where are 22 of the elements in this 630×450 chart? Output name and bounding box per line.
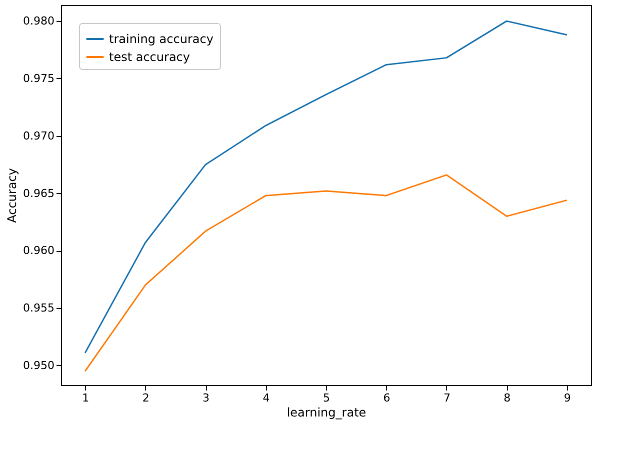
y-tick-label: 0.950 [23,358,54,372]
y-tick-label: 0.975 [23,72,54,85]
x-tick-label: 2 [142,392,150,404]
x-tick-label: 3 [202,392,210,404]
line-series [84,174,568,372]
legend-label: training accuracy [109,32,214,46]
x-tick-label: 9 [564,392,571,404]
legend-label: test accuracy [109,50,190,64]
y-tick-label: 0.960 [23,244,54,258]
x-axis-title: learning_rate [286,406,366,420]
y-axis-title: Accuracy [5,168,20,223]
y-tick-label: 0.955 [23,302,54,315]
y-tick-label: 0.980 [23,14,54,28]
y-tick-label: 0.970 [23,129,54,142]
x-tick-label: 8 [504,392,511,404]
x-tick-label: 4 [262,392,270,404]
y-tick-label: 0.965 [23,186,54,200]
x-tick-label: 5 [323,392,330,404]
x-tick-label: 1 [82,392,90,404]
x-tick-label: 6 [383,392,390,404]
x-tick-label: 7 [443,392,450,404]
line-series [84,20,568,354]
